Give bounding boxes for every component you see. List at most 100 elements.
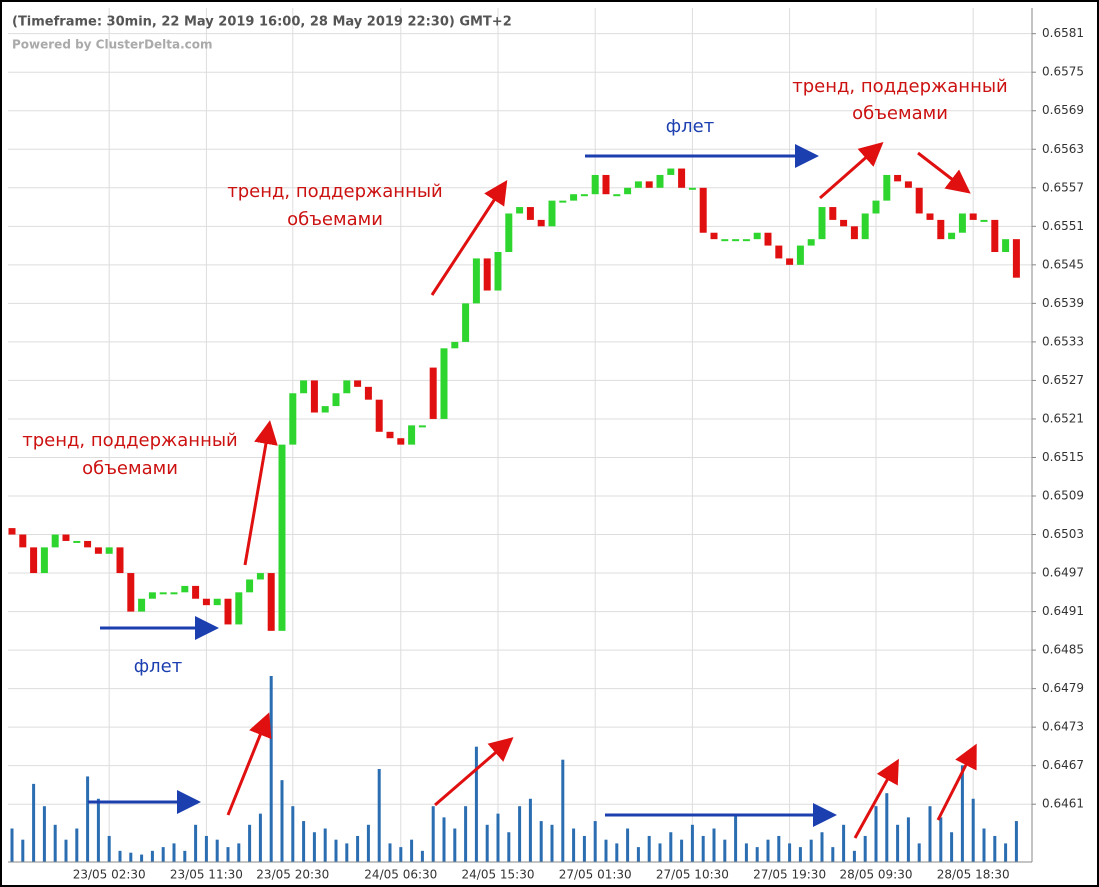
y-tick-label: 0.6521 <box>1042 411 1084 425</box>
x-tick-label: 23/05 02:30 <box>73 868 146 882</box>
y-tick-label: 0.6545 <box>1042 257 1084 271</box>
candle <box>451 341 459 349</box>
volume-bar <box>777 835 781 862</box>
volume-bar <box>950 832 954 862</box>
volume-bar <box>874 806 878 862</box>
y-tick-label: 0.6539 <box>1042 296 1084 310</box>
volume-bar <box>734 815 738 862</box>
volume-bar <box>75 828 79 862</box>
volume-bar <box>550 824 554 862</box>
candle <box>51 534 59 548</box>
y-tick-label: 0.6497 <box>1042 566 1084 580</box>
annotation: объемами <box>82 458 178 479</box>
volume-bar <box>64 839 68 862</box>
candle <box>62 534 70 541</box>
candle <box>440 348 448 419</box>
volume-bar <box>485 824 489 862</box>
volume-bar <box>96 798 100 862</box>
candle <box>138 598 146 612</box>
volume-bar <box>388 843 392 862</box>
candle <box>224 598 232 625</box>
candle <box>645 181 653 188</box>
volume-bar <box>10 828 14 862</box>
volume-bar <box>345 843 349 862</box>
candle <box>1012 239 1020 278</box>
volume-bar <box>539 821 543 862</box>
volume-bar <box>150 850 154 862</box>
volume-bar <box>993 835 997 862</box>
candle <box>699 187 707 233</box>
candle <box>472 258 480 304</box>
volume-bar <box>863 835 867 862</box>
volume-bar <box>410 839 414 862</box>
y-tick-label: 0.6533 <box>1042 334 1084 348</box>
volume-bar <box>928 806 932 862</box>
y-tick-label: 0.6563 <box>1042 142 1084 156</box>
candle <box>40 547 48 574</box>
candle <box>397 438 405 445</box>
candle <box>364 386 372 400</box>
volume-bar <box>518 806 522 862</box>
volume-bar <box>312 832 316 862</box>
candle <box>386 431 394 439</box>
volume-bar <box>626 828 630 862</box>
volume-bar <box>906 817 910 862</box>
candle <box>850 226 858 240</box>
x-tick-label: 23/05 20:30 <box>256 868 329 882</box>
candle <box>537 219 545 227</box>
volume-bar <box>280 780 284 862</box>
candle <box>721 239 729 242</box>
volume-bar <box>680 839 684 862</box>
candle <box>213 598 221 606</box>
candle <box>429 367 437 419</box>
annotation: объемами <box>287 209 383 230</box>
volume-bar <box>593 821 597 862</box>
annotation: флет <box>666 116 714 137</box>
x-tick-label: 28/05 18:30 <box>937 868 1010 882</box>
candle <box>310 380 318 413</box>
candle <box>570 194 578 201</box>
candle <box>980 219 988 222</box>
x-tick-label: 27/05 01:30 <box>559 868 632 882</box>
volume-bar <box>194 824 198 862</box>
candle <box>580 194 588 197</box>
volume-bar <box>420 850 424 862</box>
candle <box>30 547 38 574</box>
x-tick-label: 27/05 19:30 <box>753 868 826 882</box>
volume-bar <box>528 798 532 862</box>
volume-bar <box>1004 843 1008 862</box>
volume-bar <box>820 832 824 862</box>
y-tick-label: 0.6581 <box>1042 26 1084 40</box>
volume-bar <box>917 843 921 862</box>
volume-bar <box>842 824 846 862</box>
volume-bar <box>53 824 57 862</box>
candle <box>840 219 848 227</box>
chart-subtitle: Powered by ClusterDelta.com <box>12 38 213 52</box>
y-tick-label: 0.6569 <box>1042 103 1084 117</box>
candle <box>256 573 264 580</box>
volume-bar <box>107 835 111 862</box>
volume-bar <box>366 824 370 862</box>
x-tick-label: 24/05 15:30 <box>462 868 535 882</box>
arrows <box>88 142 977 839</box>
volume-bar <box>356 835 360 862</box>
volume-bar <box>399 847 403 862</box>
volume-bar <box>42 806 46 862</box>
y-tick-label: 0.6503 <box>1042 527 1084 541</box>
volume-bar <box>474 746 478 862</box>
volume-bar <box>237 843 241 862</box>
candle <box>526 207 534 220</box>
candle <box>678 168 686 188</box>
volume-bar <box>604 839 608 862</box>
candle <box>613 194 621 197</box>
candle <box>732 239 740 242</box>
x-tick-label: 23/05 11:30 <box>170 868 243 882</box>
annotation: тренд, поддержанный <box>792 76 1008 97</box>
volume-bar <box>701 835 705 862</box>
volume-bar <box>183 850 187 862</box>
chart-title: (Timeframe: 30min, 22 May 2019 16:00, 28… <box>12 15 512 30</box>
volume-bar <box>496 813 500 862</box>
volume-bar <box>334 839 338 862</box>
